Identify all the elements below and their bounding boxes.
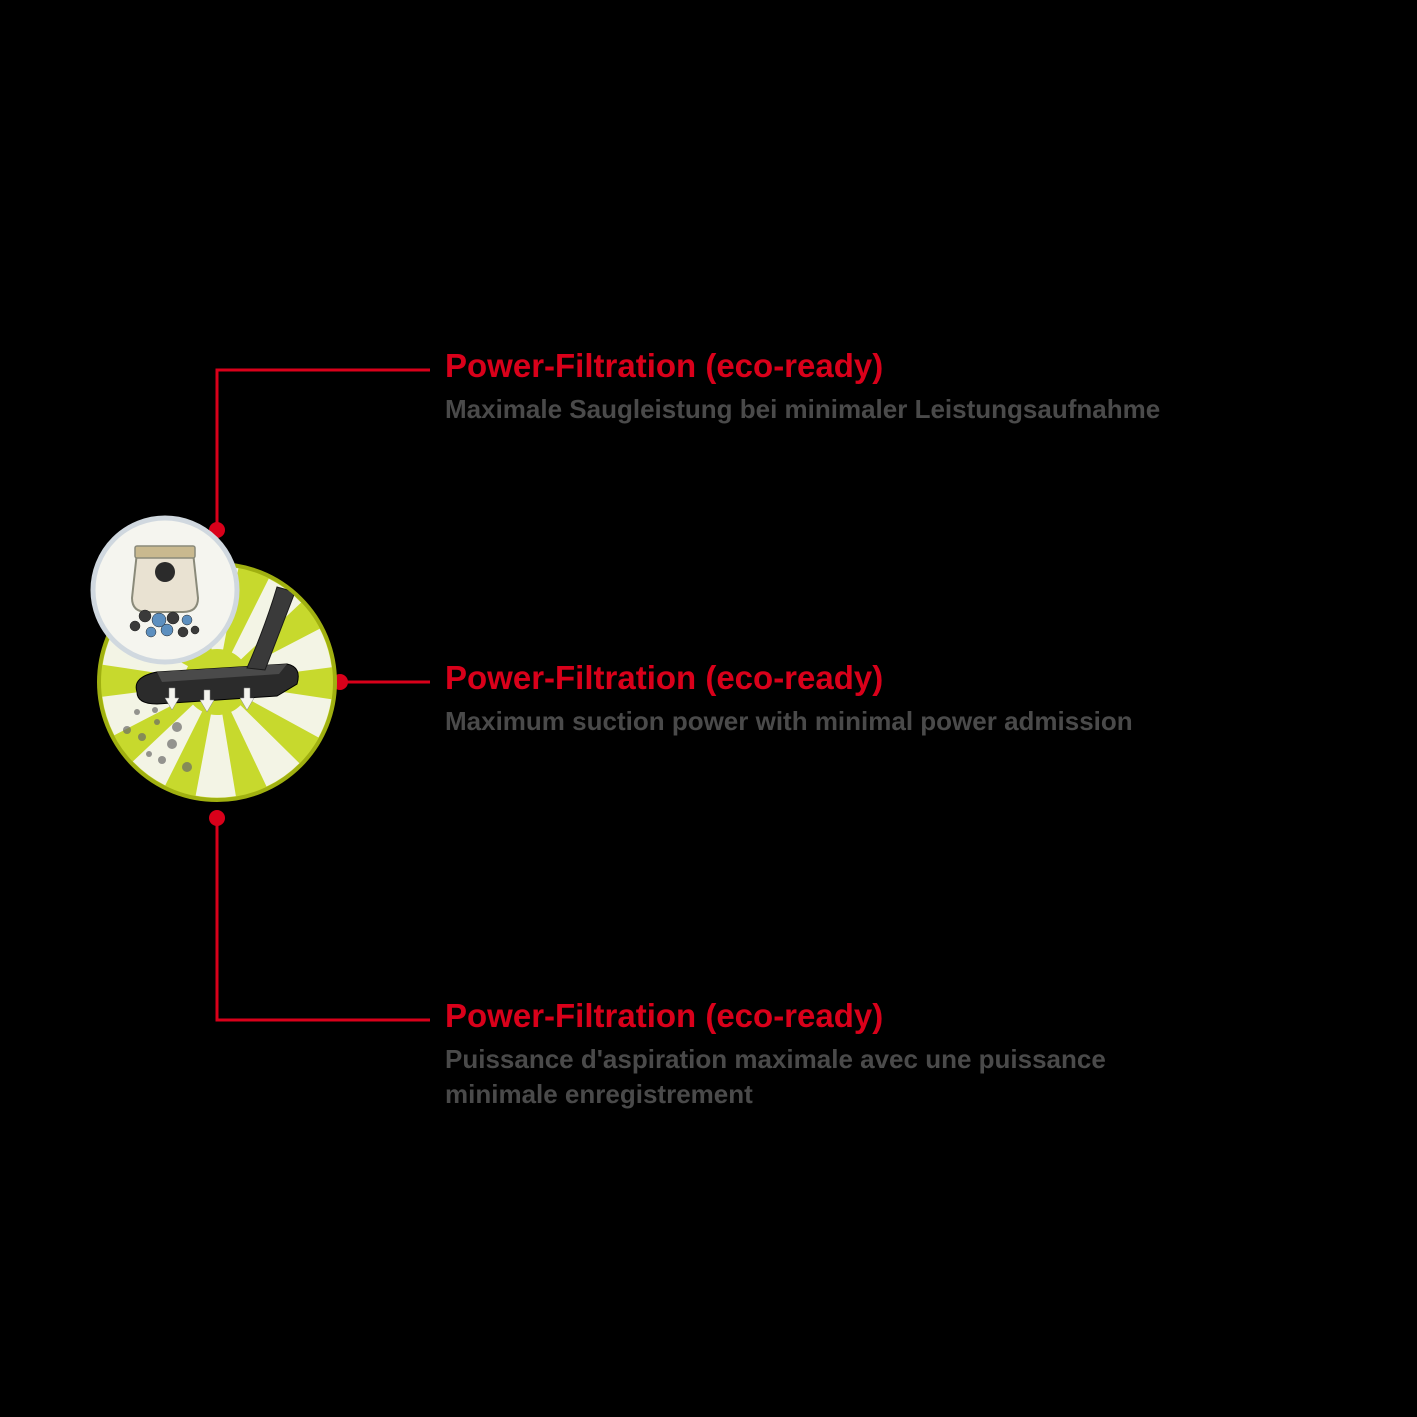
callout-title-en: Power-Filtration (eco-ready) [445,658,1165,698]
power-filtration-icon [29,494,405,875]
callout-title-de: Power-Filtration (eco-ready) [445,346,1165,386]
callout-fr: Power-Filtration (eco-ready) Puissance d'… [445,996,1165,1112]
callout-desc-fr: Puissance d'aspiration maximale avec une… [445,1042,1165,1112]
callout-desc-en: Maximum suction power with minimal power… [445,704,1165,739]
callout-en: Power-Filtration (eco-ready) Maximum suct… [445,658,1165,739]
callout-title-fr: Power-Filtration (eco-ready) [445,996,1165,1036]
callout-de: Power-Filtration (eco-ready) Maximale Sau… [445,346,1165,427]
callout-desc-de: Maximale Saugleistung bei minimaler Leis… [445,392,1165,427]
infographic-canvas: Power-Filtration (eco-ready) Maximale Sau… [0,0,1417,1417]
